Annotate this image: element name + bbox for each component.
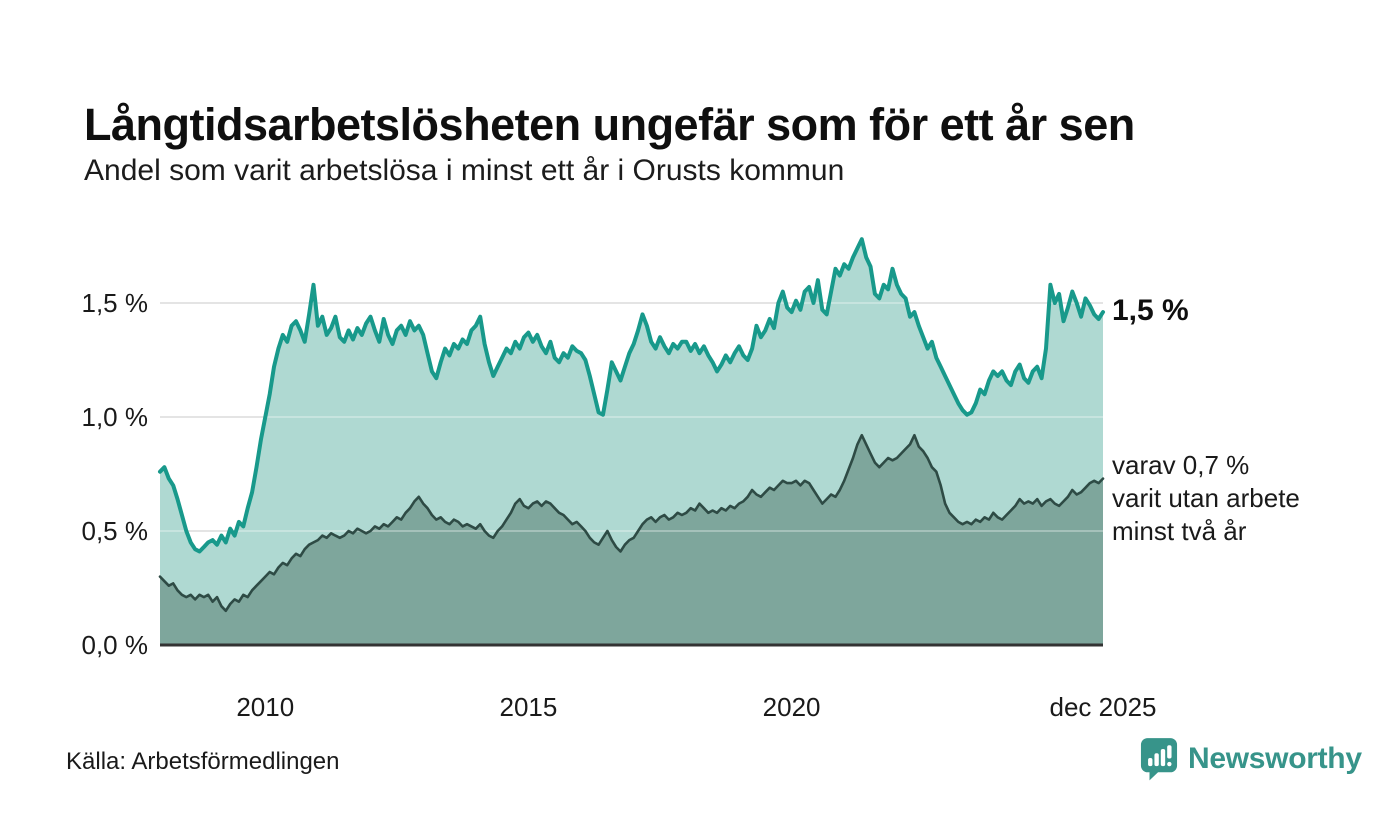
x-tick-label: 2020 bbox=[762, 692, 821, 722]
page-title: Långtidsarbetslösheten ungefär som för e… bbox=[84, 99, 1135, 151]
y-tick-label: 1,0 % bbox=[81, 402, 149, 432]
end-value-label-total: 1,5 % bbox=[1112, 294, 1189, 328]
subset-label-line1: varav 0,7 % bbox=[1112, 449, 1250, 480]
subset-label-line3: minst två år bbox=[1112, 515, 1247, 546]
line-unemployed-min-one-year bbox=[158, 237, 1105, 554]
page-subtitle: Andel som varit arbetslösa i minst ett å… bbox=[84, 154, 845, 187]
y-tick-label: 0,0 % bbox=[81, 630, 149, 660]
x-tick-label: 2010 bbox=[236, 692, 295, 722]
newsworthy-brand-name: Newsworthy bbox=[1188, 742, 1362, 775]
newsworthy-brand[interactable]: Newsworthy bbox=[1140, 737, 1362, 781]
line-unemployed-min-two-years bbox=[158, 433, 1105, 613]
subset-label-line2: varit utan arbete bbox=[1112, 482, 1300, 513]
y-tick-label: 0,5 % bbox=[81, 516, 149, 546]
x-tick-label: dec 2025 bbox=[1049, 692, 1157, 722]
end-value-label-subset: varav 0,7 % varit utan arbete minst två … bbox=[1112, 449, 1300, 548]
y-tick-label: 1,5 % bbox=[81, 288, 149, 318]
newsworthy-logo-icon bbox=[1140, 737, 1178, 781]
source-text: Källa: Arbetsförmedlingen bbox=[66, 748, 340, 775]
x-tick-label: 2015 bbox=[499, 692, 558, 722]
